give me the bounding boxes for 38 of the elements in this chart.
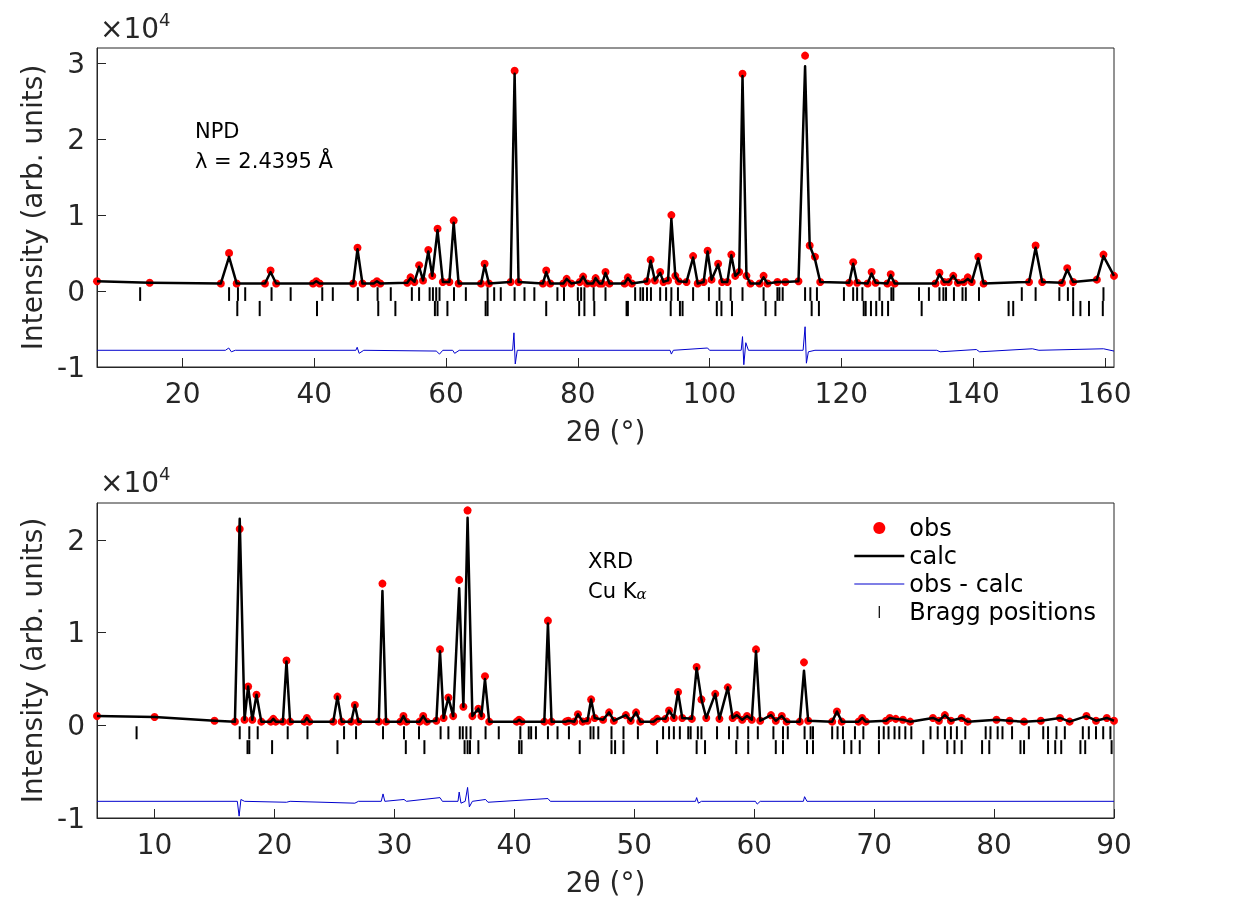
x-tick-label: 20 [256, 827, 293, 861]
legend-label: Bragg positions [909, 598, 1096, 626]
x-tick-label: 100 [682, 376, 737, 410]
legend-label: obs [909, 514, 952, 542]
x-tick-label: 60 [736, 827, 773, 861]
annotation: Cu Kα [588, 578, 647, 603]
y-axis-title: Intensity (arb. units) [15, 64, 49, 351]
legend-label: obs - calc [909, 570, 1024, 598]
y-tick-label: 1 [67, 198, 85, 232]
x-tick-label: 40 [496, 827, 533, 861]
x-tick-label: 50 [616, 827, 653, 861]
y-tick-label: 1 [67, 616, 85, 650]
annotation: λ = 2.4395 Å [195, 146, 334, 173]
x-tick-label: 20 [164, 376, 201, 410]
x-tick-label: 120 [814, 376, 869, 410]
y-tick-label: 3 [67, 46, 85, 80]
x-axis-title: 2θ (°) [565, 414, 646, 448]
x-tick-label: 160 [1078, 376, 1132, 410]
x-axis-title: 2θ (°) [565, 865, 646, 899]
y-tick-label: -1 [57, 350, 85, 384]
y-tick-label: 2 [67, 523, 85, 557]
y-tick-label: -1 [57, 801, 85, 835]
x-tick-label: 80 [976, 827, 1012, 861]
annotation: XRD [588, 548, 634, 573]
x-tick-label: 30 [376, 827, 413, 861]
x-tick-label: 80 [560, 376, 596, 410]
y-axis-title: Intensity (arb. units) [15, 517, 49, 804]
y-tick-label: 0 [67, 708, 85, 742]
y-tick-label: 2 [67, 122, 85, 156]
x-tick-label: 90 [1096, 827, 1132, 861]
x-tick-label: 40 [296, 376, 333, 410]
legend-label: calc [909, 542, 958, 570]
y-tick-label: 0 [67, 274, 85, 308]
x-tick-label: 140 [946, 376, 1000, 410]
x-tick-label: 10 [136, 827, 173, 861]
annotation: NPD [195, 118, 240, 143]
x-tick-label: 60 [428, 376, 464, 410]
x-tick-label: 70 [856, 827, 892, 861]
